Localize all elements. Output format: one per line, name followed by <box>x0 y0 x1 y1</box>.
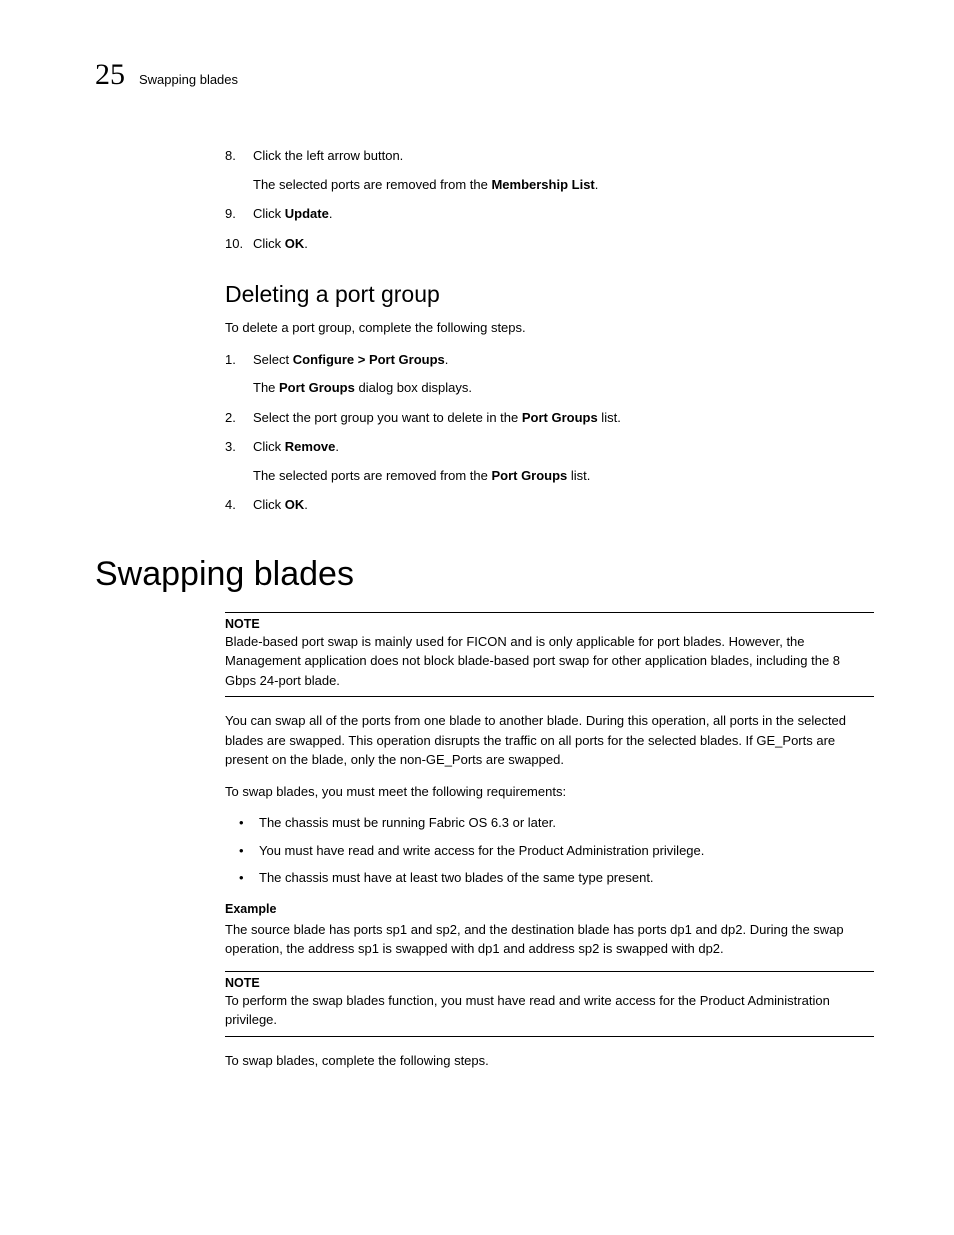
t: . <box>304 497 308 512</box>
t: Membership List <box>491 177 594 192</box>
t: dialog box displays. <box>355 380 472 395</box>
step-text: Click Remove. The selected ports are rem… <box>253 437 874 485</box>
step-number: 8. <box>225 146 253 194</box>
delete-step-4: 4. Click OK. <box>225 495 874 515</box>
step-text: Click OK. <box>253 495 874 515</box>
requirement-item: The chassis must be running Fabric OS 6.… <box>225 813 874 833</box>
t: The <box>253 380 279 395</box>
swap-content: NOTE Blade-based port swap is mainly use… <box>225 612 874 1071</box>
step-text: Click Update. <box>253 204 874 224</box>
t: Click <box>253 439 285 454</box>
delete-step-2: 2. Select the port group you want to del… <box>225 408 874 428</box>
delete-steps: 1. Select Configure > Port Groups. The P… <box>225 350 874 515</box>
t: Port Groups <box>491 468 567 483</box>
t: Select <box>253 352 293 367</box>
requirement-item: You must have read and write access for … <box>225 841 874 861</box>
note-body: To perform the swap blades function, you… <box>225 991 874 1030</box>
t: Configure > Port Groups <box>293 352 445 367</box>
t: . <box>445 352 449 367</box>
step-number: 1. <box>225 350 253 398</box>
t: Port Groups <box>522 410 598 425</box>
t: list. <box>567 468 590 483</box>
step-subtext: The selected ports are removed from the … <box>253 175 874 195</box>
delete-step-3: 3. Click Remove. The selected ports are … <box>225 437 874 485</box>
t: Port Groups <box>279 380 355 395</box>
t: . <box>304 236 308 251</box>
t: list. <box>598 410 621 425</box>
t: OK <box>285 497 305 512</box>
page: 25 Swapping blades 8. Click the left arr… <box>0 0 954 1235</box>
step-text: Select the port group you want to delete… <box>253 408 874 428</box>
delete-step-1: 1. Select Configure > Port Groups. The P… <box>225 350 874 398</box>
t: Select the port group you want to delete… <box>253 410 522 425</box>
example-label: Example <box>225 902 874 916</box>
running-head-text: Swapping blades <box>139 72 238 87</box>
step-10: 10. Click OK. <box>225 234 874 254</box>
step-number: 2. <box>225 408 253 428</box>
body-content: 8. Click the left arrow button. The sele… <box>225 146 874 515</box>
step-text: Click the left arrow button. The selecte… <box>253 146 874 194</box>
note-title: NOTE <box>225 976 874 990</box>
step-subtext: The Port Groups dialog box displays. <box>253 378 874 398</box>
t: Click <box>253 236 285 251</box>
step-text: Click OK. <box>253 234 874 254</box>
step-8: 8. Click the left arrow button. The sele… <box>225 146 874 194</box>
heading-deleting-port-group: Deleting a port group <box>225 281 874 308</box>
swap-para-2: To swap blades, you must meet the follow… <box>225 782 874 802</box>
step-text: Select Configure > Port Groups. The Port… <box>253 350 874 398</box>
note-body: Blade-based port swap is mainly used for… <box>225 632 874 691</box>
t: Remove <box>285 439 336 454</box>
chapter-number: 25 <box>95 60 125 90</box>
t: . <box>329 206 333 221</box>
example-body: The source blade has ports sp1 and sp2, … <box>225 920 874 959</box>
step-number: 9. <box>225 204 253 224</box>
step-number: 3. <box>225 437 253 485</box>
t: The selected ports are removed from the <box>253 177 491 192</box>
step-number: 10. <box>225 234 253 254</box>
step-number: 4. <box>225 495 253 515</box>
t: Click <box>253 497 285 512</box>
swap-para-1: You can swap all of the ports from one b… <box>225 711 874 770</box>
running-header: 25 Swapping blades <box>95 60 874 90</box>
t: Click <box>253 206 285 221</box>
requirement-item: The chassis must have at least two blade… <box>225 868 874 888</box>
t: Update <box>285 206 329 221</box>
step-text-line: Click the left arrow button. <box>253 148 403 163</box>
heading-swapping-blades: Swapping blades <box>95 555 874 594</box>
t: OK <box>285 236 305 251</box>
step-9: 9. Click Update. <box>225 204 874 224</box>
t: . <box>595 177 599 192</box>
note-1: NOTE Blade-based port swap is mainly use… <box>225 612 874 698</box>
step-subtext: The selected ports are removed from the … <box>253 466 874 486</box>
steps-continued: 8. Click the left arrow button. The sele… <box>225 146 874 253</box>
note-title: NOTE <box>225 617 874 631</box>
note-2: NOTE To perform the swap blades function… <box>225 971 874 1037</box>
requirements-list: The chassis must be running Fabric OS 6.… <box>225 813 874 888</box>
delete-intro: To delete a port group, complete the fol… <box>225 318 874 338</box>
t: The selected ports are removed from the <box>253 468 491 483</box>
t: . <box>335 439 339 454</box>
swap-steps-intro: To swap blades, complete the following s… <box>225 1051 874 1071</box>
